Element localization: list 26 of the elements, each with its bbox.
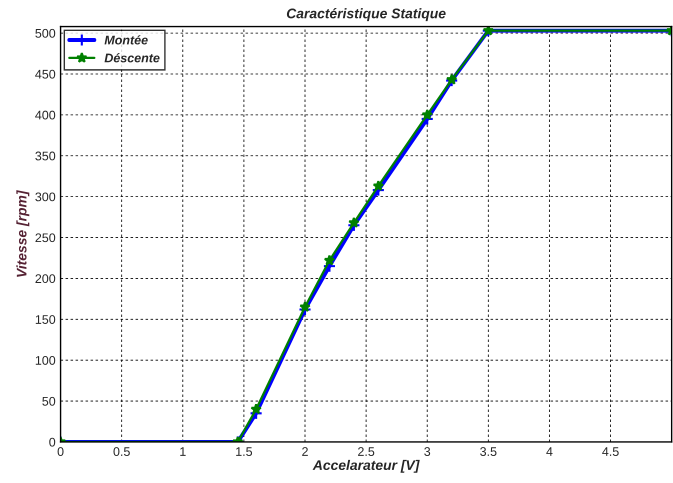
- y-tick-label: 200: [35, 274, 56, 284]
- y-tick-label: 450: [35, 70, 56, 79]
- y-tick-label: 400: [35, 110, 56, 120]
- x-tick-label: 0.5: [113, 447, 130, 456]
- y-tick-label: 100: [36, 356, 56, 365]
- x-tick-label: 1.5: [236, 447, 252, 456]
- x-tick-label: 4.5: [602, 447, 619, 456]
- y-tick-label: 250: [35, 233, 56, 242]
- y-axis-title: Vitesse [rpm]: [16, 190, 30, 277]
- y-tick-label: 150: [36, 315, 56, 324]
- x-tick-label: 2: [302, 447, 308, 456]
- x-axis-title: Accelarateur [V]: [312, 460, 420, 473]
- x-tick-label: 2.5: [358, 447, 374, 456]
- y-tick-label: 50: [42, 396, 56, 406]
- x-tick-label: 3: [424, 447, 430, 456]
- x-tick-label: 3.5: [480, 447, 496, 456]
- y-tick-label: 300: [35, 192, 56, 202]
- y-tick-label: 350: [35, 152, 56, 160]
- x-tick-label: 0: [58, 447, 64, 456]
- y-tick-label: 500: [35, 28, 56, 38]
- x-tick-label: 1: [180, 447, 186, 456]
- y-tick-label: 0: [49, 438, 56, 447]
- chart-title: Caractéristique Statique: [286, 8, 446, 22]
- legend-label: Montée: [104, 35, 148, 44]
- x-tick-label: 4: [546, 447, 553, 456]
- legend-label: Déscente: [104, 53, 160, 62]
